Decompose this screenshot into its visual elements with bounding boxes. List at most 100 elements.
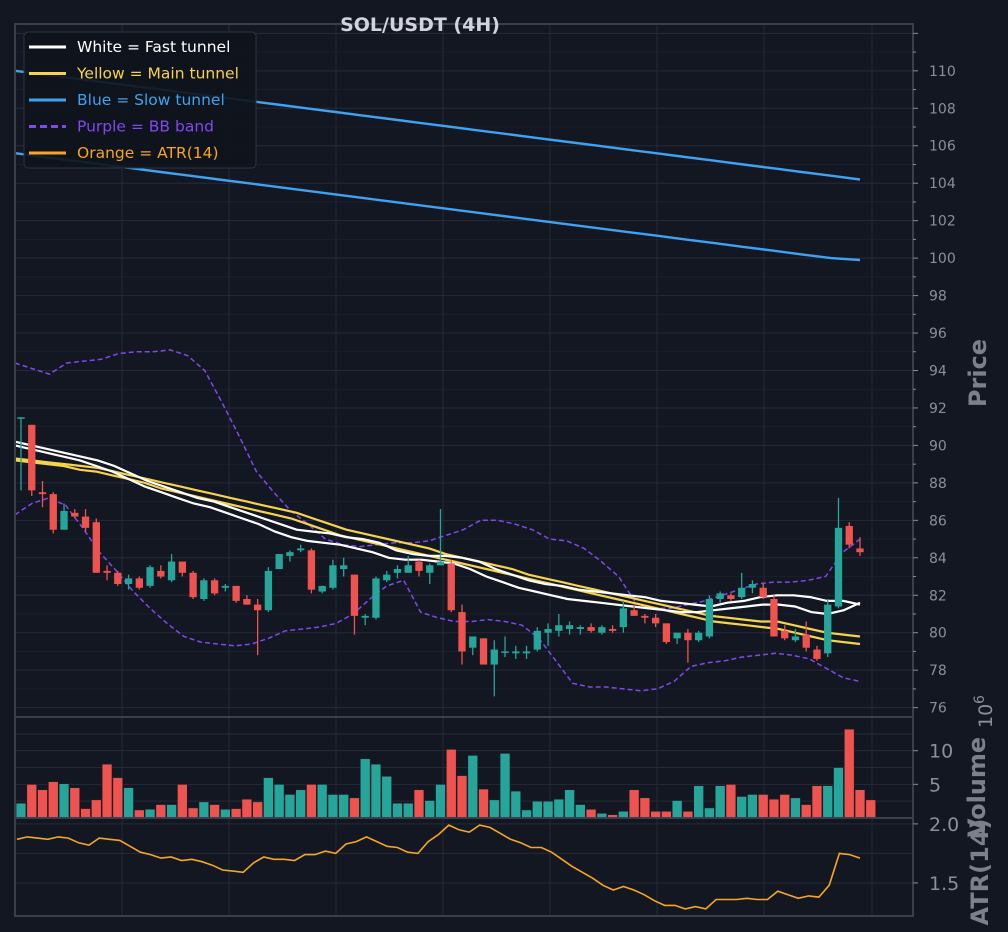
volume-bar — [198, 801, 210, 819]
volume-bar — [822, 785, 833, 819]
candle-body-up — [340, 565, 348, 570]
candle-body-up — [748, 584, 757, 588]
candle-body-down — [641, 615, 649, 618]
volume-bar — [15, 802, 27, 819]
volume-bar — [241, 798, 253, 819]
candle-body-up — [275, 554, 283, 570]
volume-bar — [349, 797, 360, 819]
volume-axis: 5 10 — [913, 741, 953, 796]
candle-body-down — [189, 572, 197, 598]
candle-body-down — [49, 494, 57, 530]
volume-bar — [413, 789, 425, 819]
volume-bar — [48, 781, 59, 819]
volume-bar — [155, 804, 167, 819]
candle-body-down — [38, 492, 47, 495]
volume-bar — [682, 810, 694, 819]
volume-bar — [628, 789, 640, 819]
candle-body-up — [200, 580, 208, 600]
candle-body-down — [802, 634, 810, 648]
volume-bar — [811, 785, 823, 819]
volume-bar — [467, 755, 479, 819]
volume-bar — [230, 808, 242, 819]
candle-body-down — [781, 630, 789, 639]
candle-body-down — [178, 561, 187, 573]
volume-bar — [134, 809, 145, 819]
volume-bar — [187, 807, 199, 819]
candle-body-down — [447, 563, 455, 611]
price-tick-label: 94 — [929, 364, 947, 380]
candle-body-down — [458, 612, 466, 652]
volume-bar — [639, 797, 651, 819]
candle-body-down — [307, 550, 316, 590]
price-tick-label: 90 — [929, 438, 947, 454]
candle-body-up — [17, 417, 25, 419]
price-tick-label: 88 — [929, 476, 947, 492]
price-tick-label: 78 — [929, 663, 947, 679]
volume-bar — [725, 784, 737, 819]
candle-body-up — [544, 628, 552, 633]
price-tick-label: 92 — [929, 401, 947, 417]
volume-bar — [402, 802, 414, 819]
volume-bar — [736, 796, 747, 819]
volume-bar — [693, 785, 704, 819]
volume-bar — [833, 767, 844, 819]
atr-gridlines — [15, 818, 913, 916]
candle-body-down — [845, 525, 853, 545]
volume-axis-label: Volume — [963, 737, 991, 837]
volume-bar — [757, 794, 769, 819]
volume-bar — [843, 728, 855, 819]
atr-panel: 1.5 2.0 ATR(14) — [14, 814, 994, 925]
volume-bar — [704, 807, 715, 819]
price-axis: 76 78 80 82 84 86 88 90 92 94 96 98 100 102 104 106 108 1… — [913, 32, 956, 717]
candle-body-up — [286, 552, 294, 556]
candle-body-up — [565, 625, 574, 629]
legend-items: White = Fast tunnel Yellow = Main tunnel B… — [29, 38, 239, 162]
main-tunnel-upper-line — [14, 457, 861, 638]
candle-body-up — [501, 651, 509, 653]
volume-bar — [790, 797, 801, 819]
volume-bar — [392, 802, 403, 819]
atr-tick-label: 2.0 — [929, 814, 959, 836]
volume-bar — [714, 785, 726, 819]
volume-bar — [747, 794, 758, 819]
volume-panel: 5 10 Volume 10 6 — [14, 695, 997, 837]
volume-bar — [101, 763, 113, 819]
candle-body-up — [576, 627, 584, 629]
volume-bar — [166, 804, 177, 819]
candle-body-up — [716, 593, 724, 600]
candle-body-down — [770, 599, 778, 637]
volume-bar — [273, 784, 285, 819]
volume-bar — [585, 808, 597, 819]
volume-bar — [575, 804, 586, 819]
bb-lower-line — [14, 497, 861, 692]
candle-body-up — [361, 615, 369, 618]
candle-body-up — [533, 630, 541, 650]
price-tick-label: 76 — [929, 701, 947, 717]
volume-bar — [295, 789, 306, 819]
volume-bar — [37, 789, 48, 819]
candle-body-up — [598, 627, 606, 633]
atr-tick-label: 1.5 — [929, 873, 959, 895]
volume-bar — [564, 789, 575, 819]
candle-body-down — [114, 572, 122, 585]
candle-body-down — [81, 516, 90, 528]
candle-body-up — [124, 578, 133, 585]
fast-tunnel — [14, 440, 861, 616]
volume-bar — [671, 800, 683, 819]
candle-body-down — [856, 548, 864, 553]
price-gridlines — [15, 24, 913, 717]
candle-body-up — [426, 565, 434, 573]
volume-scale-exponent: 6 — [972, 695, 988, 704]
candle-body-down — [651, 617, 660, 624]
candle-body-down — [350, 574, 359, 616]
candle-body-down — [662, 623, 671, 643]
volume-bar — [80, 808, 91, 819]
volume-bar — [478, 788, 489, 819]
candle-body-up — [436, 561, 445, 566]
candle-body-up — [221, 585, 230, 588]
volume-bar — [510, 790, 522, 819]
candle-body-up — [372, 578, 380, 618]
legend-label: Purple = BB band — [77, 118, 214, 136]
volume-bar — [144, 808, 156, 819]
